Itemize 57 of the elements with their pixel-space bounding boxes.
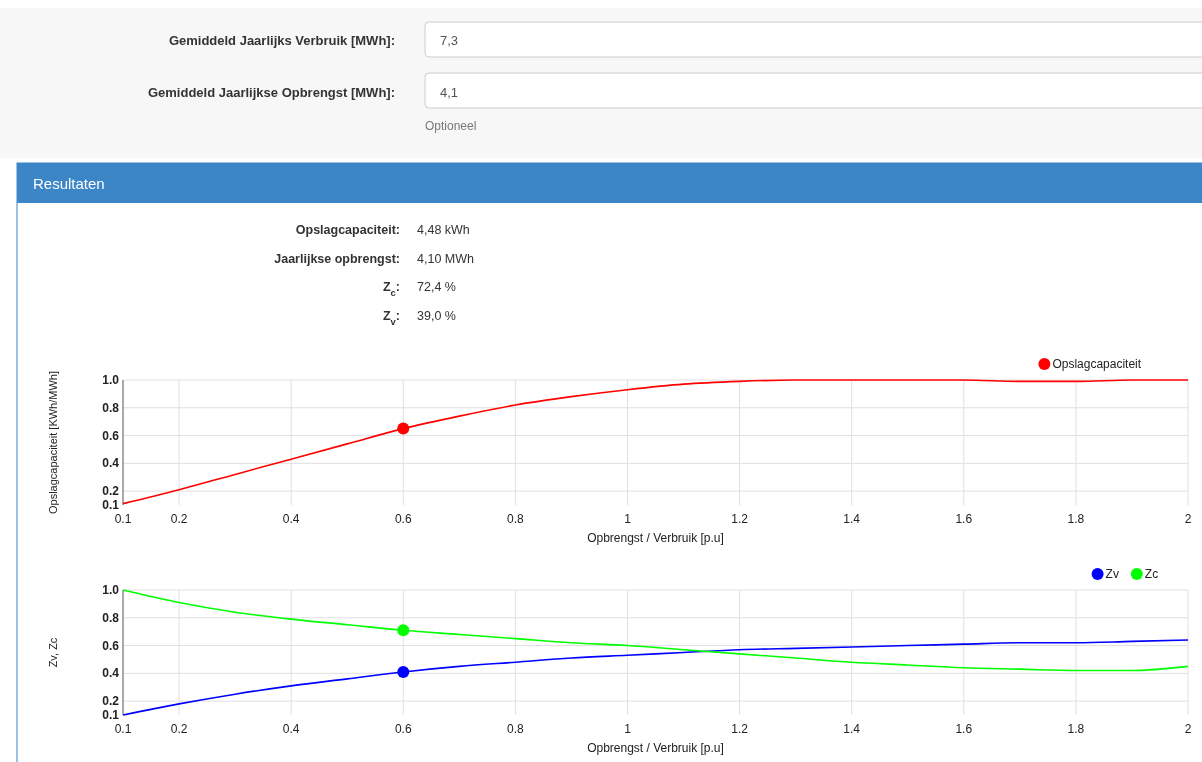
- line-series: [122, 379, 1189, 505]
- x-tick-label: 1.8: [1067, 512, 1085, 526]
- y-tick-label: 0.1: [102, 708, 120, 722]
- x-tick-label: 1.4: [843, 722, 861, 736]
- x-tick-label: 2: [1184, 722, 1192, 736]
- line-series: [122, 639, 1189, 716]
- legend-label: Opslagcapaciteit: [1052, 357, 1142, 371]
- y-tick-label: 0.4: [102, 456, 120, 471]
- x-tick-label: 1: [624, 512, 632, 526]
- x-tick-label: 0.6: [394, 512, 412, 526]
- x-tick-label: 0.6: [394, 722, 412, 736]
- x-tick-label: 2: [1184, 512, 1192, 526]
- y-tick-label: 0.8: [102, 400, 120, 415]
- y-tick-label: 1.0: [102, 583, 120, 597]
- text: Jaarlijkse opbrengst:: [274, 252, 400, 266]
- y-tick-label: 1.0: [102, 373, 120, 387]
- text: Optioneel: [425, 119, 477, 133]
- y-tick-label: 0.2: [102, 484, 120, 499]
- y-axis-title: Zv, Zc: [47, 637, 59, 668]
- x-tick-label: 1.8: [1067, 722, 1085, 736]
- x-tick-label: 1.6: [955, 722, 973, 736]
- x-tick-label: 0.8: [507, 512, 525, 526]
- x-tick-label: 0.8: [507, 722, 525, 736]
- text: 72,4 %: [417, 280, 456, 294]
- text: 4,1: [440, 85, 459, 100]
- text: Z$_{v}$:: [382, 309, 400, 327]
- y-tick-label: 0.2: [102, 694, 120, 709]
- x-tick-label: 0.4: [282, 512, 300, 526]
- text: 7,3: [440, 33, 459, 48]
- text: 4,10 MWh: [417, 252, 475, 266]
- legend-label: Zv: [1105, 567, 1119, 581]
- x-tick-label: 0.1: [114, 512, 132, 526]
- x-tick-label: 0.2: [170, 512, 188, 526]
- text: Resultaten: [33, 175, 105, 192]
- y-tick-label: 0.6: [102, 638, 120, 653]
- text: 4,48 kWh: [417, 223, 470, 237]
- x-tick-label: 1.2: [731, 512, 749, 526]
- text: 39,0 %: [417, 309, 456, 323]
- y-axis-title: Opslagcapaciteit [KWh/MWh]: [47, 370, 59, 515]
- x-axis-title: Opbrengst / Verbruik [p.u]: [587, 531, 724, 545]
- x-tick-label: 0.1: [114, 722, 132, 736]
- text: Gemiddeld Jaarlijks Verbruik [MWh]:: [168, 33, 395, 48]
- y-tick-label: 0.1: [102, 498, 120, 512]
- legend-label: Zc: [1144, 567, 1159, 581]
- text: Gemiddeld Jaarlijkse Opbrengst [MWh]:: [147, 85, 395, 100]
- x-tick-label: 1.6: [955, 512, 973, 526]
- y-tick-label: 0.8: [102, 610, 120, 625]
- x-axis-title: Opbrengst / Verbruik [p.u]: [587, 741, 724, 755]
- y-tick-label: 0.4: [102, 666, 120, 681]
- text: Opslagcapaciteit:: [295, 223, 400, 237]
- x-tick-label: 1.4: [843, 512, 861, 526]
- x-tick-label: 0.4: [282, 722, 300, 736]
- x-tick-label: 1.2: [731, 722, 749, 736]
- x-tick-label: 0.2: [170, 722, 188, 736]
- x-tick-label: 1: [624, 722, 632, 736]
- y-tick-label: 0.6: [102, 428, 120, 443]
- text: Z$_{c}$:: [382, 280, 400, 298]
